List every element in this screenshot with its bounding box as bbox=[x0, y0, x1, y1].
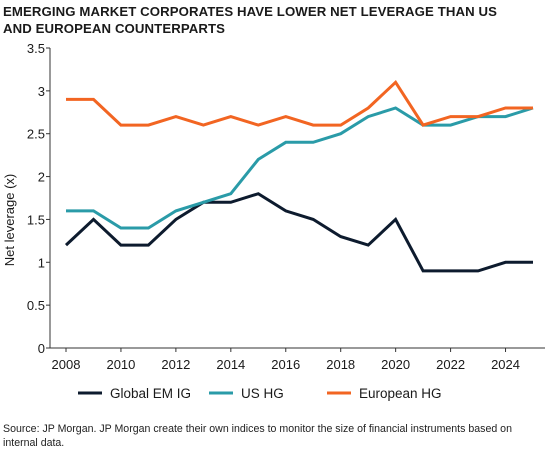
x-tick-label: 2008 bbox=[52, 357, 81, 372]
y-tick-label: 2 bbox=[38, 170, 45, 185]
x-tick-label: 2020 bbox=[381, 357, 410, 372]
x-tick-label: 2016 bbox=[271, 357, 300, 372]
chart-title: EMERGING MARKET CORPORATES HAVE LOWER NE… bbox=[3, 3, 543, 37]
x-axis: 2008 2010 2012 2014 2016 2018 2020 2022 2024 bbox=[50, 347, 545, 372]
y-tick-label: 2.5 bbox=[27, 127, 45, 142]
x-tick-label: 2012 bbox=[161, 357, 190, 372]
x-tick-label: 2010 bbox=[106, 357, 135, 372]
line-chart: 0 0.5 1 1.5 2 2.5 3 3.5 2008 2010 2012 2014 2016 201… bbox=[2, 41, 545, 401]
y-axis: 0 0.5 1 1.5 2 2.5 3 3.5 bbox=[27, 41, 51, 356]
x-tick-label: 2014 bbox=[216, 357, 245, 372]
series-line-global-em-ig bbox=[64, 192, 533, 273]
series-line-european-hg bbox=[66, 79, 533, 127]
series-lines bbox=[64, 79, 534, 273]
legend: Global EM IG US HG European HG bbox=[78, 386, 442, 401]
x-tick-label: 2018 bbox=[326, 357, 355, 372]
x-tick-label: 2024 bbox=[491, 357, 520, 372]
chart-title-line-2: AND EUROPEAN COUNTERPARTS bbox=[3, 21, 226, 36]
y-axis-label: Net leverage (x) bbox=[2, 174, 17, 266]
series-line-us-hg bbox=[66, 106, 534, 230]
y-tick-label: 0 bbox=[38, 341, 45, 356]
chart-title-line-1: EMERGING MARKET CORPORATES HAVE LOWER NE… bbox=[3, 4, 497, 19]
y-tick-label: 3.5 bbox=[27, 41, 45, 56]
y-tick-label: 1 bbox=[38, 255, 45, 270]
y-tick-label: 3 bbox=[38, 84, 45, 99]
legend-label: European HG bbox=[359, 386, 442, 401]
source-note: Source: JP Morgan. JP Morgan create thei… bbox=[3, 423, 512, 449]
legend-label: Global EM IG bbox=[110, 386, 191, 401]
legend-label: US HG bbox=[241, 386, 284, 401]
y-tick-label: 0.5 bbox=[27, 298, 45, 313]
y-tick-label: 1.5 bbox=[27, 212, 45, 227]
x-tick-label: 2022 bbox=[436, 357, 465, 372]
